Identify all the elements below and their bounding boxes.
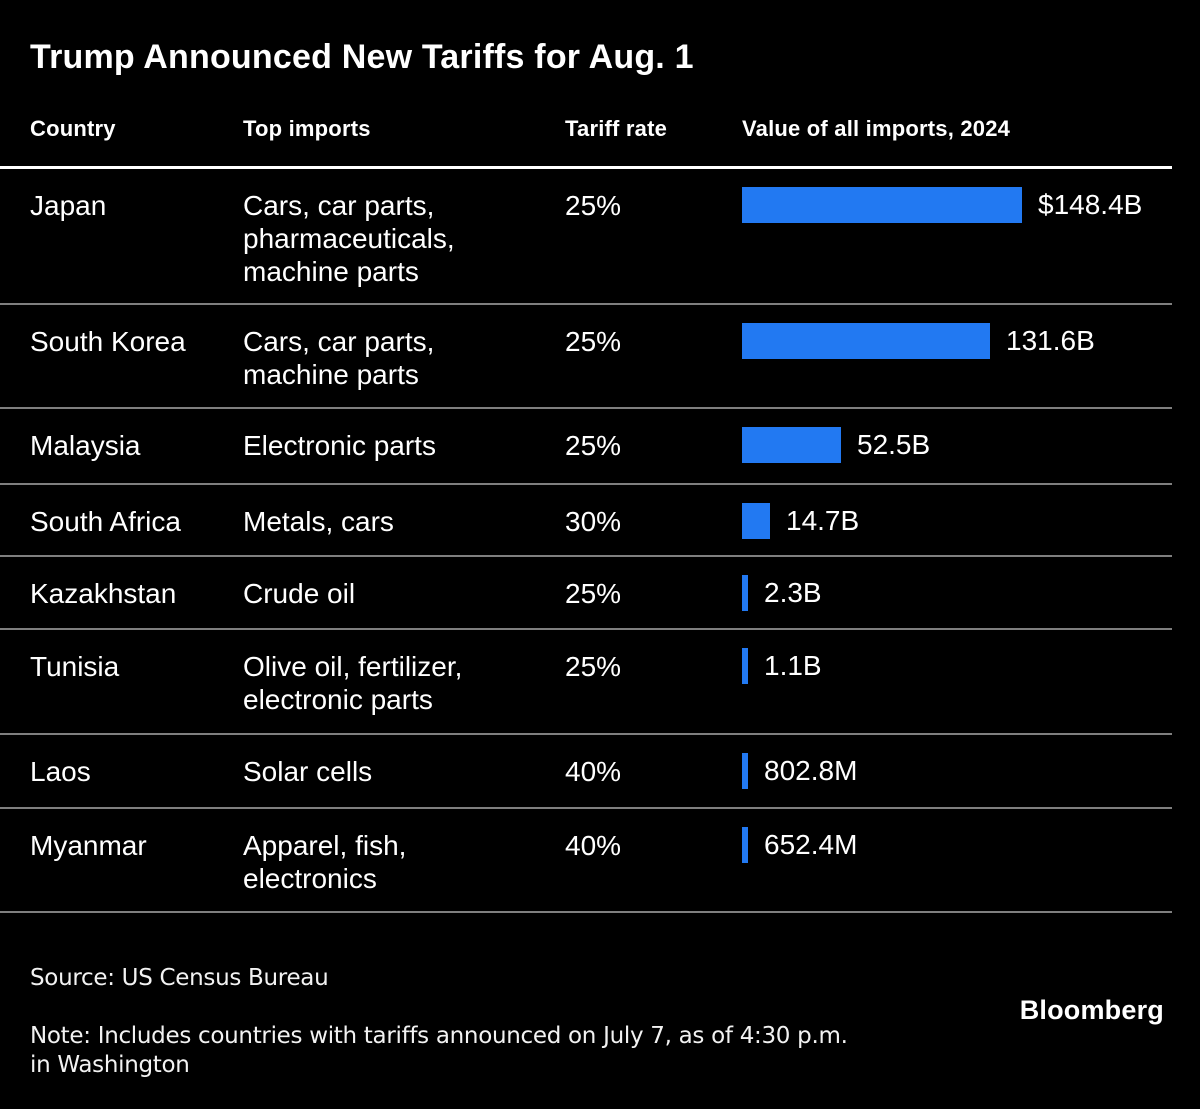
country-label: South Korea bbox=[30, 326, 186, 357]
value-bar-cell: 1.1B bbox=[742, 630, 1172, 733]
table-row-malaysia: Malaysia Electronic parts 25% 52.5B bbox=[0, 407, 1172, 483]
table-row-japan: Japan Cars, car parts, pharmaceuticals, … bbox=[0, 169, 1172, 303]
value-bar-cell: 652.4M bbox=[742, 809, 1172, 911]
column-header-top-imports: Top imports bbox=[243, 116, 371, 141]
tariff-rate-label: 25% bbox=[565, 430, 622, 461]
column-header-tariff-rate: Tariff rate bbox=[565, 116, 668, 141]
bloomberg-tariffs-graphic: Trump Announced New Tariffs for Aug. 1 C… bbox=[0, 38, 1172, 1078]
column-header-import-value: Value of all imports, 2024 bbox=[742, 116, 1011, 141]
tariff-rate-label: 25% bbox=[565, 651, 622, 682]
value-label: 52.5B bbox=[857, 429, 931, 460]
value-label: 802.8M bbox=[764, 755, 858, 786]
note-text: Note: Includes countries with tariffs an… bbox=[30, 1023, 848, 1078]
value-bar-cell: 802.8M bbox=[742, 735, 1172, 807]
value-bar bbox=[742, 503, 770, 539]
value-bar bbox=[742, 427, 841, 463]
table-row-myanmar: Myanmar Apparel, fish, electronics 40% 6… bbox=[0, 807, 1172, 911]
table-row-laos: Laos Solar cells 40% 802.8M bbox=[0, 733, 1172, 807]
table-row-south-korea: South Korea Cars, car parts, machine par… bbox=[0, 303, 1172, 407]
bloomberg-logo: Bloomberg bbox=[1019, 995, 1164, 1025]
value-bar bbox=[742, 187, 1022, 223]
value-label: 1.1B bbox=[764, 650, 822, 681]
tariff-rate-label: 30% bbox=[565, 506, 622, 537]
country-label: Laos bbox=[30, 756, 91, 787]
imports-label: Electronic parts bbox=[243, 430, 436, 461]
value-label: $148.4B bbox=[1038, 189, 1143, 220]
imports-label: Crude oil bbox=[243, 578, 356, 609]
tariff-rate-label: 40% bbox=[565, 830, 622, 861]
value-bar bbox=[742, 323, 990, 359]
source-text: Source: US Census Bureau bbox=[30, 965, 329, 991]
country-label: Malaysia bbox=[30, 430, 141, 461]
value-bar bbox=[742, 753, 748, 789]
value-label: 131.6B bbox=[1006, 325, 1095, 356]
value-bar-cell: 52.5B bbox=[742, 409, 1172, 483]
imports-label: Cars, car parts, pharmaceuticals, machin… bbox=[243, 190, 455, 287]
value-bar-cell: 2.3B bbox=[742, 557, 1172, 628]
imports-label: Metals, cars bbox=[243, 506, 394, 537]
country-label: Tunisia bbox=[30, 651, 120, 682]
country-label: South Africa bbox=[30, 506, 181, 537]
value-label: 2.3B bbox=[764, 577, 822, 608]
column-header-row: Country Top imports Tariff rate Value of… bbox=[0, 116, 1172, 169]
value-bar bbox=[742, 575, 748, 611]
imports-label: Olive oil, fertilizer, electronic parts bbox=[243, 651, 463, 715]
tariff-rate-label: 40% bbox=[565, 756, 622, 787]
value-label: 14.7B bbox=[786, 505, 860, 536]
value-label: 652.4M bbox=[764, 829, 858, 860]
country-label: Japan bbox=[30, 190, 107, 221]
value-bar-cell: 14.7B bbox=[742, 485, 1172, 555]
page-title: Trump Announced New Tariffs for Aug. 1 bbox=[30, 38, 694, 76]
table-row-tunisia: Tunisia Olive oil, fertilizer, electroni… bbox=[0, 628, 1172, 733]
imports-label: Apparel, fish, electronics bbox=[243, 830, 407, 894]
imports-label: Cars, car parts, machine parts bbox=[243, 326, 435, 390]
imports-label: Solar cells bbox=[243, 756, 373, 787]
column-header-country: Country bbox=[30, 116, 116, 141]
table-row-kazakhstan: Kazakhstan Crude oil 25% 2.3B bbox=[0, 555, 1172, 628]
tariff-rate-label: 25% bbox=[565, 326, 622, 357]
country-label: Myanmar bbox=[30, 830, 147, 861]
value-bar bbox=[742, 827, 748, 863]
value-bar bbox=[742, 648, 748, 684]
tariff-rate-label: 25% bbox=[565, 578, 622, 609]
tariff-rate-label: 25% bbox=[565, 190, 622, 221]
value-bar-cell: $148.4B bbox=[742, 169, 1172, 303]
table-row-south-africa: South Africa Metals, cars 30% 14.7B bbox=[0, 483, 1172, 555]
table-body: Japan Cars, car parts, pharmaceuticals, … bbox=[0, 169, 1172, 913]
country-label: Kazakhstan bbox=[30, 578, 177, 609]
value-bar-cell: 131.6B bbox=[742, 305, 1172, 407]
